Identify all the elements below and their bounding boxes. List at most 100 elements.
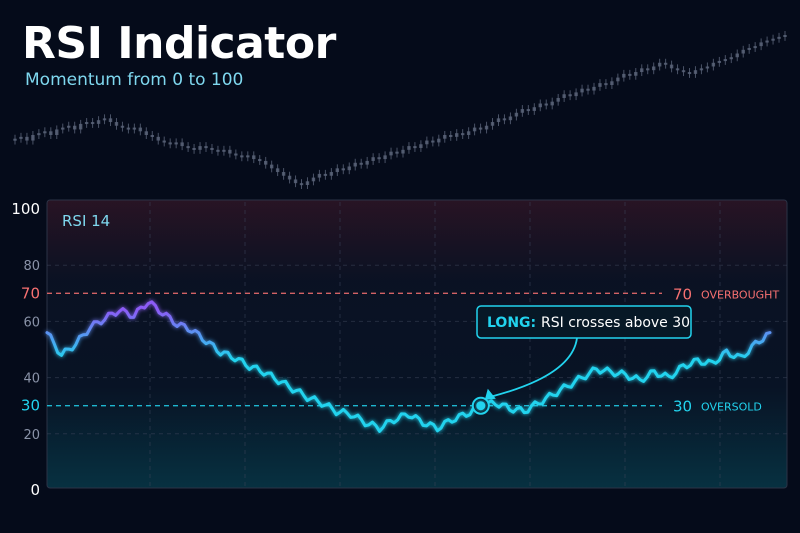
price-candle: [353, 158, 357, 171]
rsi-panel-title: RSI 14: [62, 212, 110, 230]
price-candle: [377, 153, 381, 164]
price-candle: [341, 164, 345, 175]
price-candle: [132, 123, 137, 134]
price-candle: [556, 93, 560, 106]
price-candle: [496, 114, 501, 127]
price-candle: [550, 97, 554, 110]
price-candle: [532, 103, 537, 115]
price-candle: [669, 60, 674, 73]
price-candle: [281, 168, 286, 180]
price-candle: [204, 142, 208, 152]
price-candle: [246, 151, 250, 162]
y-tick-label: 80: [23, 259, 40, 274]
price-candle: [305, 177, 310, 189]
signal-callout-text: LONG: RSI crosses above 30: [487, 315, 690, 331]
signal-callout-box: [476, 305, 692, 339]
price-candle: [675, 64, 680, 75]
price-candle: [49, 127, 53, 139]
price-candlesticks: [13, 31, 787, 189]
price-candle: [180, 138, 184, 151]
price-candle: [371, 153, 375, 165]
price-candle: [102, 114, 107, 125]
price-candle: [431, 136, 435, 147]
rsi-panel: [46, 199, 788, 489]
price-candle: [365, 156, 369, 169]
rsi-line-group: [45, 300, 772, 433]
price-candle: [413, 142, 417, 152]
price-candle: [484, 121, 489, 134]
overbought-text-label: OVERBOUGHT: [701, 288, 779, 301]
price-candle: [234, 149, 238, 160]
price-candle: [425, 136, 429, 149]
price-candle: [311, 173, 316, 186]
y-tick-label: 70: [21, 284, 40, 302]
price-candle: [359, 158, 363, 169]
price-candle: [771, 34, 775, 45]
price-candle: [526, 105, 531, 115]
rsi-threshold-lines: 70 OVERBOUGHT 30 OVERSOLD: [47, 285, 779, 416]
price-candle: [150, 131, 154, 141]
price-candle: [729, 53, 733, 64]
price-candle: [640, 64, 644, 77]
price-candle: [269, 160, 274, 173]
page-subtitle: Momentum from 0 to 100: [25, 70, 244, 90]
price-candle: [407, 142, 411, 154]
price-candle: [723, 55, 728, 65]
price-candle: [717, 56, 722, 67]
price-candle: [347, 162, 351, 175]
price-candle: [258, 155, 262, 165]
page-title: RSI Indicator: [22, 18, 336, 69]
oversold-text-label: OVERSOLD: [701, 401, 762, 414]
price-candle: [711, 58, 716, 71]
rsi-series-line: [45, 300, 772, 433]
price-candle: [156, 132, 160, 145]
price-candle: [765, 36, 769, 47]
y-tick-label: 0: [30, 481, 40, 499]
price-candle: [126, 123, 131, 134]
price-candle: [616, 73, 620, 86]
price-candle: [174, 138, 178, 149]
price-candle: [472, 123, 477, 136]
price-candle: [25, 132, 29, 145]
price-candle: [114, 118, 119, 130]
price-candle: [490, 118, 495, 130]
price-candle: [586, 84, 590, 95]
price-candle: [55, 125, 59, 139]
price-candle: [514, 108, 519, 121]
price-candle: [144, 127, 149, 139]
price-candle: [120, 121, 125, 132]
price-candle: [562, 90, 566, 102]
price-candle: [37, 129, 41, 139]
price-candle: [419, 140, 423, 152]
price-candle: [329, 168, 334, 180]
y-tick-label: 100: [11, 200, 40, 218]
price-candle: [84, 118, 89, 128]
price-candle: [216, 145, 220, 156]
price-candle: [753, 42, 757, 52]
price-candle: [568, 90, 572, 101]
price-candle: [705, 62, 710, 73]
price-candle: [657, 58, 662, 71]
price-candle: [108, 114, 113, 127]
price-candle: [317, 169, 322, 182]
price-candle: [741, 45, 745, 58]
price-candle: [90, 118, 95, 128]
price-candle: [198, 142, 202, 154]
y-tick-label: 40: [23, 372, 40, 387]
price-candle: [13, 134, 17, 145]
price-candle: [460, 129, 465, 139]
price-candle: [162, 136, 166, 147]
price-candle: [293, 175, 298, 188]
price-candle: [538, 99, 542, 112]
price-candle: [604, 79, 608, 89]
price-candle: [622, 69, 626, 82]
price-candle: [389, 147, 393, 160]
price-candle: [777, 32, 781, 43]
price-candle: [735, 49, 739, 62]
price-candle: [96, 116, 101, 128]
price-candle: [693, 66, 698, 78]
price-candle: [192, 143, 196, 154]
price-candle: [544, 99, 548, 110]
price-candle: [449, 131, 453, 141]
